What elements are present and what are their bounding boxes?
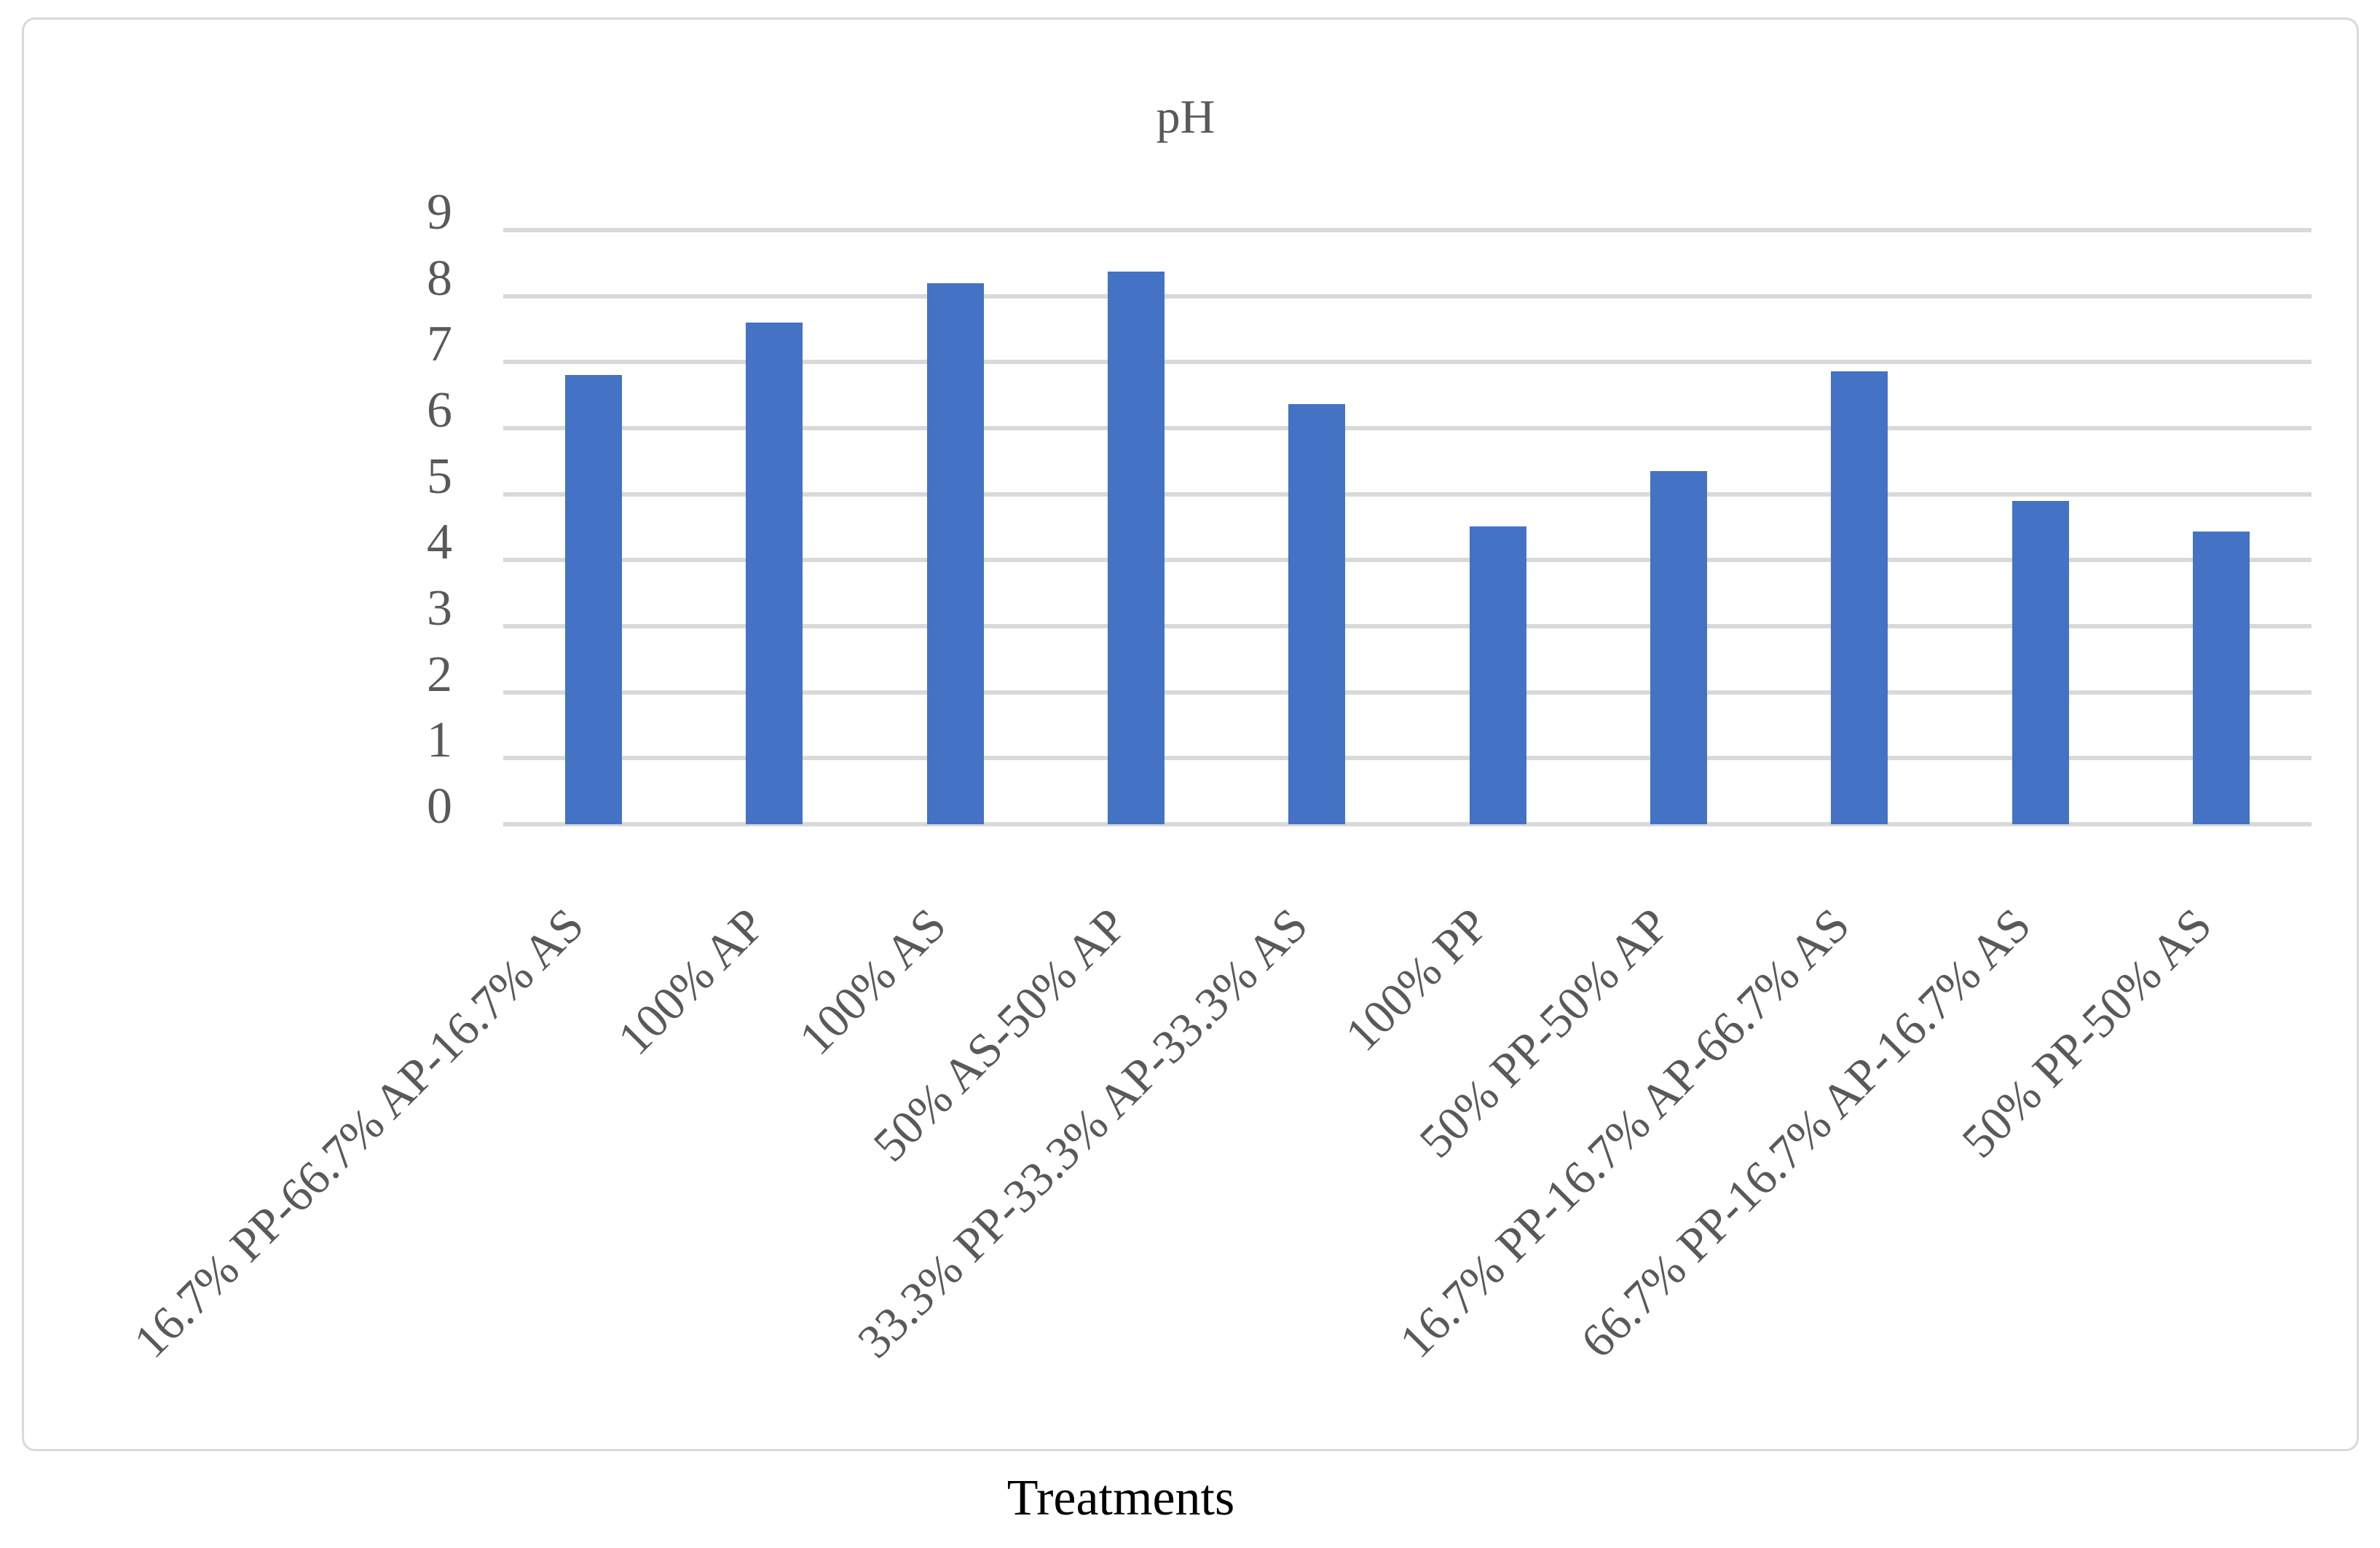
gridline-y5 — [503, 491, 2312, 497]
y-tick-label-4: 4 — [427, 514, 452, 571]
gridline-y9 — [503, 228, 2312, 232]
gridline-y0 — [503, 822, 2312, 826]
y-tick-label-9: 9 — [427, 184, 452, 240]
bar-5 — [1288, 404, 1346, 824]
gridline-y2 — [503, 690, 2312, 695]
x-axis-title: Treatments — [1006, 1470, 1235, 1526]
bar-2 — [746, 322, 803, 824]
chart-frame: pH 0 1 2 3 4 5 6 7 8 9 16.7% PP-66.7% AP-16.7% AS… — [22, 17, 2359, 1451]
y-tick-label-5: 5 — [427, 448, 452, 505]
bar-9 — [2011, 500, 2069, 824]
gridline-y7 — [503, 360, 2312, 365]
y-tick-label-0: 0 — [427, 778, 452, 834]
x-category-label-2: 100% AP — [608, 898, 776, 1065]
gridline-y3 — [503, 624, 2312, 628]
bar-10 — [2192, 532, 2250, 824]
gridline-y6 — [503, 426, 2312, 430]
bar-6 — [1469, 526, 1526, 824]
bar-3 — [926, 283, 984, 824]
y-tick-label-8: 8 — [427, 250, 452, 307]
y-tick-label-6: 6 — [427, 382, 452, 438]
plot-area — [503, 228, 2312, 826]
bar-7 — [1650, 470, 1707, 824]
bar-8 — [1831, 371, 1888, 824]
x-category-label-1: 16.7% PP-66.7% AP-16.7% AS — [124, 898, 594, 1369]
bar-4 — [1108, 272, 1165, 824]
y-tick-label-1: 1 — [427, 712, 452, 769]
x-category-label-3: 100% AS — [789, 898, 956, 1065]
y-tick-label-7: 7 — [427, 316, 452, 373]
chart-title: pH — [1156, 90, 1215, 143]
x-category-label-6: 100% PP — [1335, 898, 1499, 1062]
gridline-y8 — [503, 293, 2312, 299]
y-tick-label-2: 2 — [427, 646, 452, 703]
y-tick-label-3: 3 — [427, 580, 452, 636]
gridline-y4 — [503, 558, 2312, 563]
gridline-y1 — [503, 756, 2312, 761]
bar-1 — [565, 375, 623, 824]
